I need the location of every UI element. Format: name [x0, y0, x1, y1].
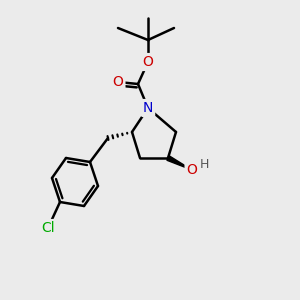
Text: O: O	[142, 55, 153, 69]
Text: N: N	[143, 101, 153, 115]
Text: O: O	[187, 163, 197, 177]
Polygon shape	[167, 156, 192, 170]
Text: O: O	[112, 75, 123, 89]
Text: Cl: Cl	[41, 221, 55, 235]
Text: H: H	[199, 158, 209, 170]
